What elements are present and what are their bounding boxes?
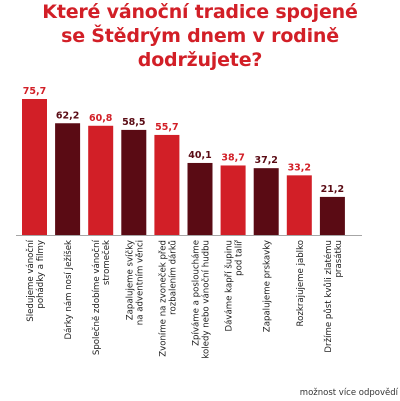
chart-title-line: se Štědrým dnem v rodině xyxy=(61,25,339,47)
data-label: 38,7 xyxy=(221,152,244,163)
category-label: Společně zdobíme vánoční stromeček xyxy=(91,239,112,355)
bar xyxy=(154,134,180,235)
data-label: 40,1 xyxy=(188,150,211,161)
category-label-line: prasátku xyxy=(334,240,344,278)
data-label: 60,8 xyxy=(89,113,113,124)
bar xyxy=(187,162,213,235)
category-label-line: Držíme půst kvůli zlatému xyxy=(323,240,334,353)
category-label: Zapalujeme prskavky xyxy=(263,240,273,332)
category-label: Dáváme kapří šupinu pod talíř xyxy=(224,240,245,332)
category-label-line: Zapalujeme svíčky xyxy=(124,240,135,320)
category-label-line: rozbalením dárků xyxy=(167,240,178,315)
category-label: Dárky nám nosí Ježíšek xyxy=(63,240,74,340)
bar xyxy=(121,129,147,235)
category-label-line: Rozkrajujeme jablko xyxy=(296,240,306,326)
chart-title: Které vánoční tradice spojené se Štědrým… xyxy=(0,0,400,72)
bar xyxy=(22,99,47,235)
category-label-line: pod talíř xyxy=(235,240,245,276)
data-label: 55,7 xyxy=(155,122,178,133)
category-label: Zapalujeme svíčky na adventním věnci xyxy=(124,240,145,325)
chart-title-line: dodržujete? xyxy=(137,49,263,71)
bar xyxy=(319,196,345,235)
data-label: 37,2 xyxy=(254,155,277,166)
category-label-line: Zpíváme a posloucháme xyxy=(192,240,202,346)
data-label: 62,2 xyxy=(56,110,79,121)
data-label: 33,2 xyxy=(288,162,311,173)
category-label-line: na adventním věnci xyxy=(134,240,145,325)
category-label-line: Zvoníme na zvoneček před xyxy=(157,240,168,357)
category-label: Zpíváme a posloucháme koledy nebo vánoční… xyxy=(192,240,212,359)
category-label-line: pohádky a filmy xyxy=(36,240,46,309)
category-label: Držíme půst kvůli zlatému prasátku xyxy=(323,240,344,353)
bar xyxy=(253,168,279,235)
category-label-line: Dárky nám nosí Ježíšek xyxy=(63,240,74,340)
category-label: Sledujeme vánoční pohádky a filmy xyxy=(25,239,46,321)
category-label-line: Společně zdobíme vánoční xyxy=(91,239,102,355)
category-label-line: Dáváme kapří šupinu xyxy=(224,240,235,332)
category-label-line: koledy nebo vánoční hudbu xyxy=(201,240,212,359)
data-label: 58,5 xyxy=(122,117,145,128)
bar xyxy=(55,123,81,235)
category-label-line: Zapalujeme prskavky xyxy=(263,240,273,332)
bar xyxy=(286,175,312,235)
data-label: 75,7 xyxy=(23,86,46,97)
category-label-line: Sledujeme vánoční xyxy=(25,239,36,321)
bar xyxy=(220,165,246,235)
bar xyxy=(88,125,114,235)
chart-title-line: Které vánoční tradice spojené xyxy=(42,1,358,23)
footnote: možnost více odpovědí xyxy=(299,388,398,398)
category-label: Zvoníme na zvoneček před rozbalením dárků xyxy=(157,240,178,357)
data-label: 21,2 xyxy=(321,184,344,195)
category-label: Rozkrajujeme jablko xyxy=(296,240,306,326)
category-label-line: stromeček xyxy=(101,240,112,285)
